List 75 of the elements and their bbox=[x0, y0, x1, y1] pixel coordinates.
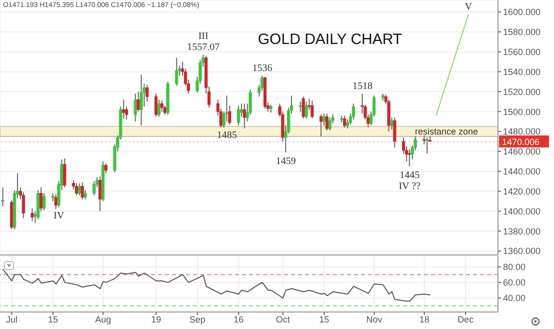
candlestick bbox=[236, 105, 240, 126]
candlestick bbox=[393, 117, 396, 148]
y-tick-label: 1500.000 bbox=[503, 106, 541, 117]
candlestick bbox=[122, 99, 126, 120]
candlestick bbox=[242, 103, 246, 129]
candlestick bbox=[63, 158, 66, 188]
annotation: 1485 bbox=[216, 130, 237, 142]
x-tick-label: Oct bbox=[276, 314, 290, 324]
y-tick-label: 60.00 bbox=[503, 278, 526, 288]
annotation: 1445 bbox=[400, 170, 420, 181]
candlestick bbox=[22, 192, 25, 219]
y-tick-label: 1440.000 bbox=[503, 166, 541, 177]
y-tick-label: 1460.000 bbox=[503, 146, 541, 157]
candlestick bbox=[104, 162, 108, 174]
x-tick-label: 15 bbox=[48, 314, 58, 324]
candlestick bbox=[40, 186, 43, 212]
y-tick-label: 1480.000 bbox=[503, 126, 541, 137]
text: GOLD DAILY CHART bbox=[256, 31, 404, 48]
annotation: 1518 bbox=[352, 81, 372, 92]
y-tick-label: 80.00 bbox=[503, 262, 526, 272]
y-tick-label: 1600.000 bbox=[503, 7, 541, 18]
y-tick-label: 1420.000 bbox=[503, 186, 541, 196]
candlestick bbox=[146, 84, 149, 102]
candlestick bbox=[30, 208, 34, 222]
candlestick bbox=[319, 114, 323, 137]
y-tick-label: 40.00 bbox=[503, 293, 526, 304]
candlestick bbox=[74, 182, 78, 196]
candlestick bbox=[426, 136, 429, 154]
candlestick bbox=[157, 99, 160, 118]
y-tick-label: 1520.000 bbox=[503, 86, 541, 97]
candlestick bbox=[42, 192, 46, 211]
x-tick-label: 18 bbox=[419, 314, 430, 324]
candlestick bbox=[175, 57, 178, 86]
candlestick bbox=[310, 100, 314, 120]
candlestick bbox=[154, 93, 158, 118]
candlestick bbox=[352, 103, 355, 120]
candlestick bbox=[92, 180, 96, 196]
candlestick bbox=[328, 117, 332, 131]
y-tick-label: 1580.000 bbox=[503, 27, 541, 38]
x-tick-label: 15 bbox=[319, 314, 330, 324]
annotation: 1536 bbox=[252, 63, 272, 74]
candlestick bbox=[343, 115, 346, 128]
candlestick bbox=[302, 96, 305, 120]
y-tick-label: 1540.000 bbox=[503, 66, 541, 77]
x-tick-label: Aug bbox=[95, 314, 112, 324]
candlestick bbox=[136, 91, 140, 112]
band-label: resistance zone bbox=[414, 126, 478, 137]
annotation: III bbox=[198, 31, 208, 42]
line-series bbox=[2, 268, 431, 302]
annotation: IV bbox=[54, 210, 65, 222]
candlestick bbox=[322, 113, 326, 126]
x-tick-label: 19 bbox=[151, 314, 162, 324]
candlestick bbox=[1, 186, 4, 207]
annotation: 1459 bbox=[276, 156, 296, 167]
candlestick bbox=[98, 176, 102, 212]
ref-line-label: 1470.006 bbox=[502, 136, 540, 147]
y-tick-label: 1360.000 bbox=[503, 246, 541, 256]
candlestick bbox=[36, 190, 40, 220]
x-tick-label: Dec bbox=[458, 314, 474, 324]
x-tick-label: 16 bbox=[234, 314, 244, 324]
y-tick-label: 1400.000 bbox=[503, 206, 541, 216]
candlestick bbox=[54, 194, 58, 210]
x-tick-label: Nov bbox=[366, 314, 383, 324]
annotation: V bbox=[464, 1, 473, 12]
y-tick-label: 1380.000 bbox=[503, 226, 541, 236]
annotation: 1557.07 bbox=[187, 42, 220, 54]
candlestick bbox=[304, 101, 308, 120]
annotation: IV ?? bbox=[398, 180, 422, 192]
candlestick bbox=[140, 74, 143, 126]
y-tick-label: 1560.000 bbox=[503, 46, 541, 57]
candlestick bbox=[80, 182, 84, 200]
candlestick bbox=[160, 100, 164, 112]
x-tick-label: Sep bbox=[189, 314, 206, 324]
candlestick bbox=[325, 113, 328, 131]
x-tick-label: Jul bbox=[6, 314, 18, 324]
